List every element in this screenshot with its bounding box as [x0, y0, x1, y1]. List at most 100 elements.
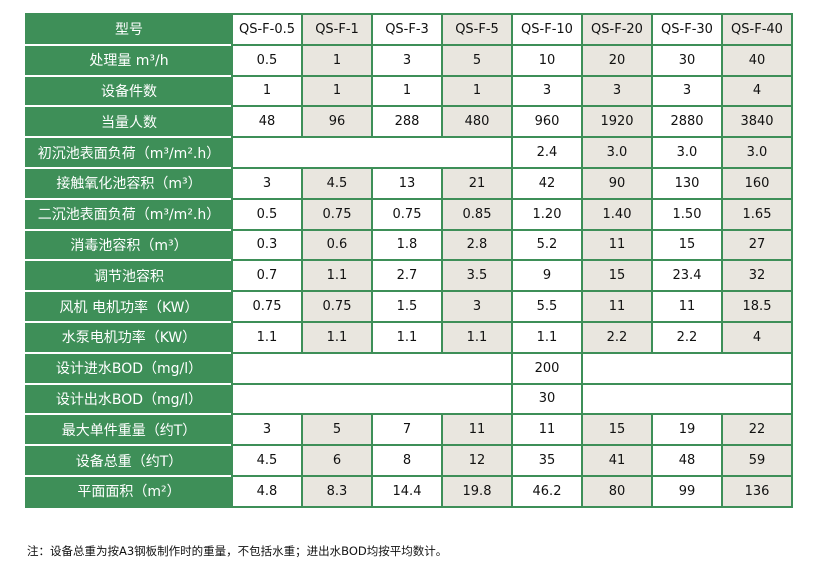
blank-cell	[231, 382, 513, 416]
table-cell: 30	[511, 382, 583, 416]
table-row: 当量人数 48 96 288 480 960 1920 2880 3840	[26, 105, 793, 139]
table-cell: 1920	[581, 105, 653, 139]
row-label: 设计进水BOD（mg/l）	[26, 351, 232, 384]
table-row: 设计进水BOD（mg/l） 200	[26, 351, 793, 385]
blank-cell	[231, 351, 513, 385]
table-cell: 40	[721, 43, 793, 77]
table-cell: 22	[721, 413, 793, 447]
table-cell: 4.8	[231, 474, 303, 508]
table-cell: 9	[511, 259, 583, 293]
table-row: 平面面积（m²） 4.8 8.3 14.4 19.8 46.2 80 99 136	[26, 474, 793, 508]
table-cell: 1	[301, 43, 373, 77]
table-cell: 4	[721, 74, 793, 108]
table-row: 风机 电机功率（KW） 0.75 0.75 1.5 3 5.5 11 11 18.5	[26, 290, 793, 323]
row-label: 设计出水BOD（mg/l）	[26, 382, 232, 415]
table-cell: 15	[581, 259, 653, 293]
table-cell: 99	[651, 474, 723, 508]
table-cell: 1	[231, 74, 303, 108]
table-cell: 0.5	[231, 197, 303, 231]
row-label: 二沉池表面负荷（m³/m².h）	[26, 197, 232, 230]
table-row: 设备件数 1 1 1 1 3 3 3 4	[26, 74, 793, 108]
table-cell: 2.2	[581, 320, 653, 354]
table-cell: 3	[581, 74, 653, 108]
model-header: QS-F-3	[371, 13, 443, 46]
table-cell: 30	[651, 43, 723, 77]
table-cell: 35	[511, 444, 583, 477]
table-row: 处理量 m³/h 0.5 1 3 5 10 20 30 40	[26, 43, 793, 77]
table-cell: 96	[301, 105, 373, 139]
table-cell: 19.8	[441, 474, 513, 508]
table-cell: 5.2	[511, 228, 583, 262]
blank-cell	[581, 382, 793, 416]
table-cell: 4.5	[231, 444, 303, 477]
table-cell: 1.50	[651, 197, 723, 231]
model-header: QS-F-30	[651, 13, 723, 46]
row-label: 水泵电机功率（KW）	[26, 320, 232, 353]
table-cell: 21	[441, 166, 513, 200]
table-cell: 480	[441, 105, 513, 139]
table-cell: 42	[511, 166, 583, 200]
table-cell: 0.6	[301, 228, 373, 262]
table-cell: 11	[441, 413, 513, 447]
footnote: 注：设备总重为按A3钢板制作时的重量，不包括水重；进出水BOD均按平均数计。	[27, 544, 448, 558]
table-cell: 11	[651, 290, 723, 323]
table-cell: 41	[581, 444, 653, 477]
table-row: 初沉池表面负荷（m³/m².h） 2.4 3.0 3.0 3.0	[26, 136, 793, 169]
table-cell: 1.40	[581, 197, 653, 231]
table-cell: 200	[511, 351, 583, 385]
table-cell: 5.5	[511, 290, 583, 323]
table-cell: 15	[651, 228, 723, 262]
table-cell: 1.1	[371, 320, 443, 354]
table-cell: 4	[721, 320, 793, 354]
table-cell: 4.5	[301, 166, 373, 200]
row-label: 平面面积（m²）	[26, 474, 232, 507]
table-cell: 1.1	[231, 320, 303, 354]
table-row: 水泵电机功率（KW） 1.1 1.1 1.1 1.1 1.1 2.2 2.2 4	[26, 320, 793, 354]
table-cell: 0.3	[231, 228, 303, 262]
table-cell: 1.20	[511, 197, 583, 231]
model-header: QS-F-5	[441, 13, 513, 46]
table-cell: 1	[441, 74, 513, 108]
row-label: 调节池容积	[26, 259, 232, 292]
table-cell: 1.1	[511, 320, 583, 354]
row-label: 当量人数	[26, 105, 232, 138]
table-cell: 130	[651, 166, 723, 200]
table-cell: 3	[231, 166, 303, 200]
table-cell: 18.5	[721, 290, 793, 323]
table-cell: 2880	[651, 105, 723, 139]
table-cell: 7	[371, 413, 443, 447]
model-header: QS-F-10	[511, 13, 583, 46]
table-row: 二沉池表面负荷（m³/m².h） 0.5 0.75 0.75 0.85 1.20 1.40 1…	[26, 197, 793, 231]
spec-table: 型号 QS-F-0.5 QS-F-1 QS-F-3 QS-F-5 QS-F-10 QS-F-…	[25, 13, 793, 508]
table-cell: 288	[371, 105, 443, 139]
table-cell: 3.0	[651, 136, 723, 169]
table-cell: 27	[721, 228, 793, 262]
table-row: 接触氧化池容积（m³） 3 4.5 13 21 42 90 130 160	[26, 166, 793, 200]
table-cell: 20	[581, 43, 653, 77]
table-cell: 0.85	[441, 197, 513, 231]
table-cell: 2.8	[441, 228, 513, 262]
table-row: 设备总重（约T） 4.5 6 8 12 35 41 48 59	[26, 444, 793, 477]
model-header: QS-F-40	[721, 13, 793, 46]
table-row: 最大单件重量（约T） 3 5 7 11 11 15 19 22	[26, 413, 793, 447]
table-cell: 10	[511, 43, 583, 77]
table-cell: 3.0	[581, 136, 653, 169]
table-cell: 5	[301, 413, 373, 447]
blank-cell	[231, 136, 513, 169]
row-label: 设备总重（约T）	[26, 444, 232, 476]
table-cell: 8	[371, 444, 443, 477]
table-cell: 1.1	[301, 320, 373, 354]
table-cell: 14.4	[371, 474, 443, 508]
table-cell: 48	[651, 444, 723, 477]
table-cell: 19	[651, 413, 723, 447]
table-cell: 0.75	[301, 290, 373, 323]
table-cell: 5	[441, 43, 513, 77]
table-cell: 0.7	[231, 259, 303, 293]
model-header: QS-F-20	[581, 13, 653, 46]
table-cell: 136	[721, 474, 793, 508]
row-label: 接触氧化池容积（m³）	[26, 166, 232, 199]
table-row: 设计出水BOD（mg/l） 30	[26, 382, 793, 416]
table-cell: 3	[651, 74, 723, 108]
table-cell: 46.2	[511, 474, 583, 508]
row-label: 初沉池表面负荷（m³/m².h）	[26, 136, 232, 168]
